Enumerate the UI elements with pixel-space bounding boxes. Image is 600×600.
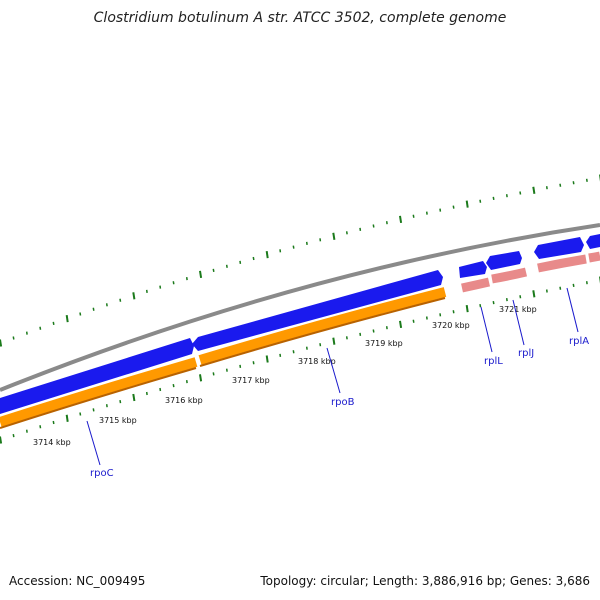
tick-label: 3721 kbp (499, 305, 537, 314)
inner-tick-mark (132, 393, 136, 402)
tick-label: 3714 kbp (33, 438, 71, 447)
inner-tick-mark (119, 399, 122, 404)
outer-tick-track (0, 174, 600, 347)
inner-tick-mark (0, 436, 3, 444)
gene-arrow-rplJ-forward[interactable] (486, 251, 522, 270)
inner-tick-mark (372, 329, 375, 333)
forward-strand-track (0, 234, 600, 414)
gene-arrow-next-forward[interactable] (586, 234, 600, 249)
inner-tick-mark (212, 372, 215, 376)
leader-line-rplL (480, 306, 493, 353)
outer-tick-mark (199, 270, 203, 279)
cds-segment-rpoC-shadow (0, 367, 197, 429)
outer-tick-mark (65, 314, 69, 323)
inner-tick-mark (559, 286, 562, 290)
inner-tick-mark (79, 412, 82, 416)
outer-tick-mark (492, 196, 495, 201)
inner-tick-mark (399, 320, 403, 329)
outer-tick-mark (372, 224, 375, 228)
cds-segment-rpoB[interactable] (198, 287, 447, 365)
leader-line-rplJ (512, 299, 525, 346)
inner-tick-mark (52, 420, 55, 425)
cds-track (0, 251, 600, 429)
inner-tick-mark (265, 355, 269, 363)
inner-tick-mark (292, 350, 295, 354)
outer-tick-mark (0, 339, 3, 347)
rna-segment-rplA[interactable] (537, 254, 587, 273)
rna-segment-next[interactable] (588, 251, 600, 263)
rna-segment-rplJ[interactable] (491, 267, 528, 284)
gene-arrow-rpoC-forward[interactable] (0, 338, 194, 414)
outer-tick-mark (79, 312, 82, 316)
outer-tick-mark (479, 199, 482, 203)
outer-tick-mark (532, 186, 536, 194)
inner-tick-mark (492, 300, 495, 305)
gene-arrow-rpoB-forward[interactable] (192, 270, 443, 351)
outer-tick-mark (519, 191, 522, 195)
outer-tick-mark (465, 200, 469, 208)
tick-label: 3719 kbp (365, 339, 403, 348)
inner-tick-mark (479, 303, 482, 308)
outer-tick-mark (12, 336, 15, 340)
backbone-line (0, 223, 600, 392)
outer-tick-mark (172, 281, 175, 285)
outer-tick-mark (119, 298, 122, 302)
outer-tick-mark (252, 256, 255, 261)
leader-line-rpoC (86, 420, 101, 466)
outer-tick-mark (399, 215, 403, 224)
inner-tick-mark (39, 425, 42, 429)
gene-arrow-rplA-forward[interactable] (534, 237, 584, 259)
inner-tick-mark (12, 433, 15, 438)
gene-label-rplA[interactable]: rplA (569, 336, 589, 347)
cds-segment-rpoB-shadow (199, 297, 446, 367)
genome-summary: Topology: circular; Length: 3,886,916 bp… (260, 574, 590, 588)
tick-label: 3716 kbp (165, 396, 203, 405)
outer-tick-mark (572, 181, 575, 185)
inner-tick-mark (172, 383, 175, 388)
inner-tick-mark (252, 361, 255, 365)
tick-label: 3717 kbp (232, 376, 270, 385)
outer-tick-mark (452, 205, 455, 209)
outer-tick-mark (212, 268, 215, 273)
outer-tick-mark (292, 245, 295, 249)
outer-tick-mark (332, 232, 336, 240)
inner-tick-mark (65, 414, 69, 422)
inner-tick-mark (465, 304, 469, 313)
outer-tick-mark (132, 292, 136, 300)
tick-label: 3720 kbp (432, 321, 470, 330)
inner-tick-mark (452, 310, 455, 314)
gene-label-rpoC[interactable]: rpoC (90, 468, 114, 479)
outer-tick-mark (412, 214, 415, 218)
inner-tick-mark (92, 408, 95, 412)
gene-label-rplJ[interactable]: rplJ (518, 348, 534, 359)
inner-tick-mark (532, 290, 536, 298)
map-title: Clostridium botulinum A str. ATCC 3502, … (93, 10, 507, 26)
inner-tick-mark (199, 374, 203, 382)
accession-label: Accession: NC_009495 (9, 574, 146, 588)
inner-tick-track (0, 276, 600, 444)
outer-tick-mark (92, 307, 95, 311)
gene-labels: rpoC rpoB rplL rplJ rplA (86, 287, 589, 479)
tick-label: 3715 kbp (99, 416, 137, 425)
cds-segment-rpoC[interactable] (0, 357, 198, 427)
outer-tick-mark (52, 321, 55, 326)
inner-tick-mark (332, 337, 336, 345)
kbp-scale: 3714 kbp 3715 kbp 3716 kbp 3717 kbp 3718… (33, 305, 537, 447)
inner-tick-mark (519, 295, 522, 299)
outer-tick-mark (559, 183, 562, 187)
outer-tick-mark (265, 250, 269, 259)
inner-tick-mark (572, 283, 575, 288)
inner-tick-mark (412, 319, 415, 323)
gene-label-rpoB[interactable]: rpoB (331, 397, 355, 408)
gene-arrow-rplL-forward[interactable] (459, 261, 487, 278)
rna-segment-rplL[interactable] (461, 277, 491, 293)
gene-label-rplL[interactable]: rplL (484, 356, 503, 367)
outer-tick-mark (39, 326, 42, 330)
leader-line-rplA (566, 287, 579, 333)
leader-line-rpoB (326, 347, 341, 394)
tick-label: 3718 kbp (298, 357, 336, 366)
